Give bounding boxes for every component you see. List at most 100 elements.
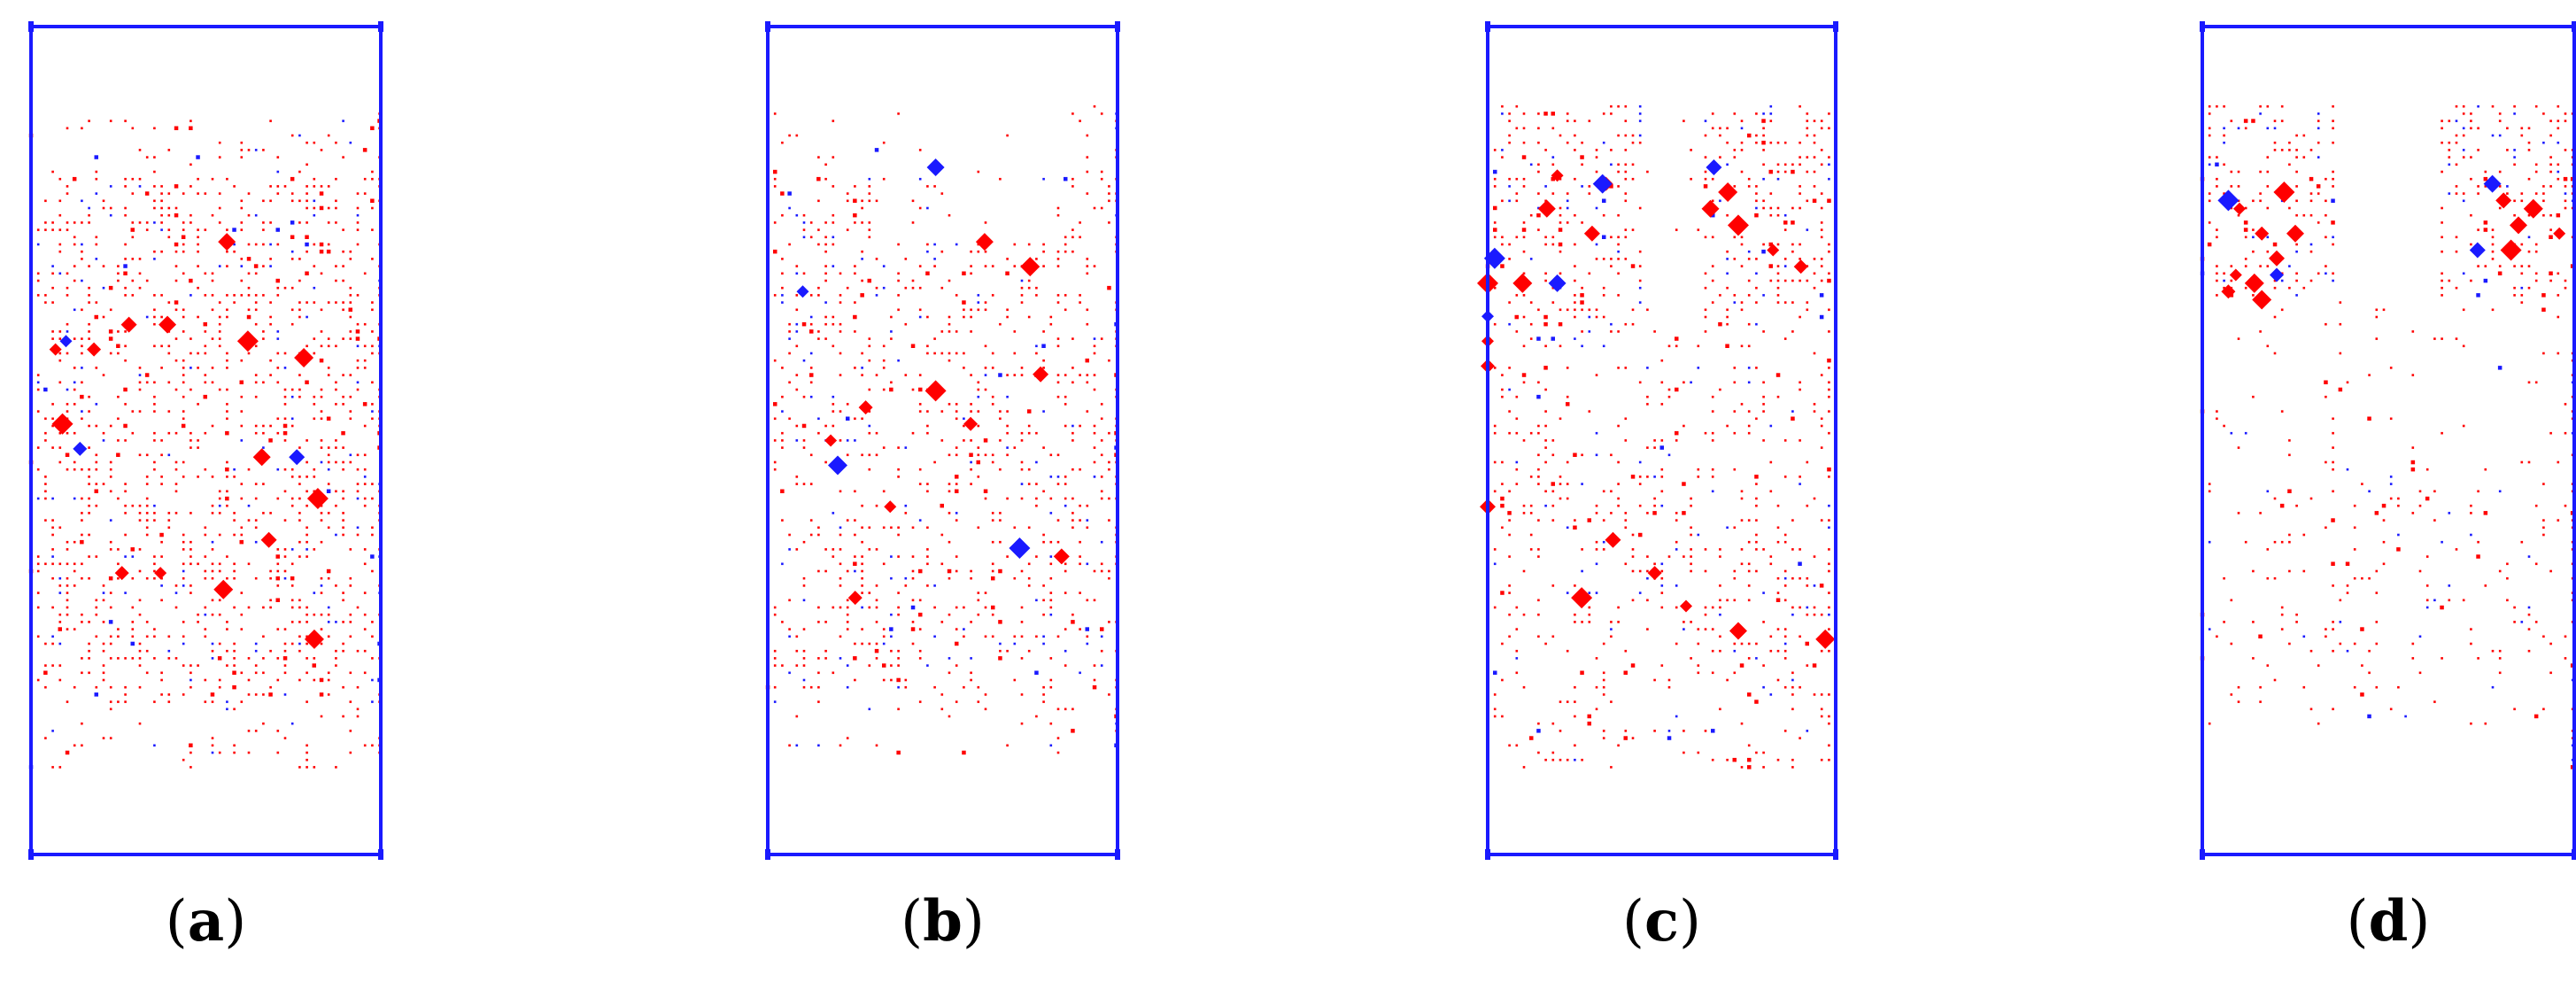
tension-crack-mark	[1595, 308, 1598, 312]
tension-crack-mark	[809, 329, 814, 334]
tension-crack-mark	[160, 199, 163, 203]
tension-crack-mark	[1827, 467, 1831, 472]
tension-crack-mark	[95, 613, 98, 616]
tension-crack-mark	[2470, 177, 2472, 181]
tension-crack-mark	[1515, 468, 1519, 471]
tension-crack-mark	[839, 635, 842, 638]
tension-crack-mark	[2433, 700, 2436, 703]
tension-crack-mark	[1071, 613, 1074, 616]
tension-crack-mark	[1683, 621, 1685, 623]
tension-crack-mark	[1820, 424, 1823, 428]
tension-crack-mark	[66, 221, 69, 224]
tension-crack-mark	[1515, 649, 1519, 653]
tension-crack-mark	[1602, 737, 1605, 739]
shear-crack-mark	[1042, 642, 1045, 646]
tension-crack-mark	[109, 490, 112, 493]
tension-crack-mark	[2208, 134, 2211, 137]
tension-crack-mark	[2339, 301, 2342, 304]
tension-crack-mark	[854, 555, 856, 558]
tension-crack-mark	[897, 592, 900, 594]
tension-crack-mark	[2223, 424, 2225, 428]
shear-crack-mark	[43, 387, 48, 392]
tension-crack-mark	[1522, 141, 1526, 144]
tension-crack-mark	[145, 512, 149, 514]
tension-crack-mark	[1755, 192, 1758, 195]
shear-crack-mark	[2476, 293, 2480, 298]
tension-crack-mark	[290, 621, 294, 623]
tension-crack-mark	[970, 569, 972, 573]
tension-crack-mark	[73, 584, 76, 587]
tension-crack-mark	[283, 468, 287, 471]
tension-crack-mark	[861, 562, 863, 566]
tension-crack-mark	[247, 657, 251, 660]
tension-crack-mark	[1056, 250, 1060, 253]
tension-crack-mark	[319, 358, 324, 363]
tension-crack-mark	[131, 177, 135, 181]
shear-crack-mark	[2498, 134, 2502, 137]
tension-crack-mark	[36, 569, 40, 573]
tension-crack-mark	[1610, 236, 1613, 239]
tension-crack-mark	[124, 185, 127, 188]
shear-crack-mark	[81, 279, 83, 282]
tension-crack-mark	[1667, 344, 1671, 348]
tension-crack-mark	[1537, 613, 1540, 616]
tension-crack-mark	[1537, 453, 1540, 457]
tension-crack-mark	[276, 628, 280, 630]
shear-crack-mark	[2425, 606, 2429, 609]
tension-crack-mark	[240, 533, 244, 537]
tension-crack-mark	[2223, 576, 2225, 580]
shear-crack-mark	[1667, 730, 1671, 732]
tension-crack-mark	[1675, 512, 1678, 514]
shear-crack-mark	[51, 730, 54, 732]
tension-crack-mark	[211, 337, 214, 340]
shear-crack-mark	[1501, 112, 1504, 115]
tension-crack-mark	[1624, 134, 1628, 137]
shear-crack-mark	[2455, 120, 2458, 122]
tension-crack-mark	[335, 301, 337, 304]
tension-crack-mark	[349, 548, 352, 551]
tension-crack-mark	[1769, 279, 1773, 282]
tension-crack-mark	[306, 642, 308, 646]
tension-crack-mark	[174, 512, 178, 514]
tension-crack-mark	[2375, 569, 2379, 573]
shear-crack-mark	[1828, 177, 1830, 181]
tension-crack-mark	[2273, 678, 2277, 682]
shear-crack-mark	[290, 395, 294, 398]
tension-crack-mark	[44, 519, 47, 522]
tension-crack-mark	[1776, 526, 1780, 530]
tension-crack-mark	[1079, 221, 1081, 224]
shear-crack-mark	[160, 584, 163, 587]
tension-crack-mark	[1086, 504, 1089, 507]
shear-crack-mark	[2244, 431, 2247, 435]
tension-crack-mark	[1711, 758, 1714, 762]
tension-crack-mark	[363, 177, 367, 181]
tension-crack-mark	[2295, 213, 2298, 217]
tension-crack-mark	[66, 548, 69, 551]
shear-crack-cluster	[73, 441, 88, 456]
tension-crack-mark	[2477, 657, 2479, 660]
tension-crack-mark	[2527, 613, 2531, 616]
tension-crack-mark	[2441, 141, 2443, 144]
tension-crack-mark	[2470, 642, 2472, 646]
tension-crack-mark	[81, 337, 83, 340]
tension-crack-mark	[1697, 228, 1700, 231]
tension-crack-mark	[1690, 562, 1692, 566]
tension-crack-mark	[1100, 453, 1103, 457]
tension-crack-cluster	[1583, 225, 1600, 242]
tension-crack-mark	[102, 206, 105, 210]
tension-crack-cluster	[1767, 244, 1780, 257]
tension-crack-mark	[824, 649, 827, 653]
tension-crack-mark	[102, 671, 105, 675]
shear-crack-mark	[182, 569, 185, 573]
tension-crack-mark	[145, 533, 149, 537]
tension-crack-mark	[1828, 628, 1830, 630]
tension-crack-mark	[145, 576, 149, 580]
tension-crack-mark	[882, 446, 886, 449]
tension-crack-mark	[824, 322, 827, 326]
tension-crack-mark	[1683, 751, 1685, 754]
tension-crack-mark	[174, 359, 178, 362]
tension-crack-mark	[1704, 156, 1707, 159]
tension-crack-mark	[204, 468, 207, 471]
shear-crack-mark	[963, 417, 965, 421]
tension-crack-mark	[306, 192, 308, 195]
